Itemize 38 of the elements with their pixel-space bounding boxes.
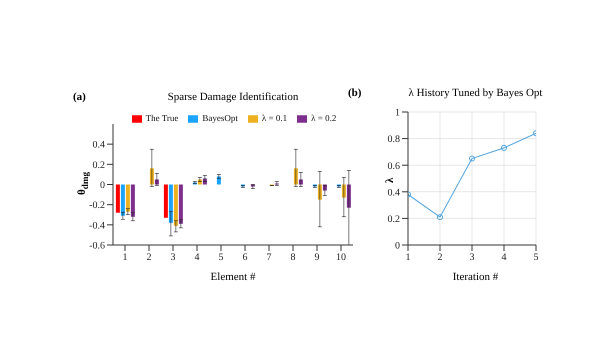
chart-title: Sparse Damage Identification xyxy=(168,91,298,103)
x-tick-label: 4 xyxy=(194,252,200,264)
y-tick-label: 0.8 xyxy=(388,134,400,146)
x-tick-label: 2 xyxy=(146,252,152,264)
legend-label: λ = 0.2 xyxy=(311,113,336,123)
x-axis-title: Iteration # xyxy=(452,271,500,283)
text: (b) xyxy=(348,87,362,99)
x-tick-label: 1 xyxy=(122,252,128,264)
x-tick-label: 3 xyxy=(170,252,176,264)
x-tick-label: 5 xyxy=(218,252,224,264)
x-tick-label: 2 xyxy=(438,252,442,264)
y-tick-label: 0 xyxy=(395,240,400,252)
y-tick-label: 0.4 xyxy=(388,187,400,198)
x-tick-label: 1 xyxy=(406,252,410,264)
y-tick-label: -0.2 xyxy=(89,200,105,212)
y-tick-label: 0.4 xyxy=(92,140,105,151)
y-tick-label: 0 xyxy=(100,180,105,192)
y-axis-title: λ xyxy=(384,178,396,183)
chart-title: λ History Tuned by Bayes Opt xyxy=(408,87,544,99)
legend-label: BayesOpt xyxy=(202,113,238,123)
y-tick-label: 0.2 xyxy=(92,160,105,171)
y-tick-label: 0.6 xyxy=(388,160,400,172)
x-tick-label: 5 xyxy=(534,252,538,264)
y-tick-label: -0.6 xyxy=(89,240,105,252)
x-tick-label: 6 xyxy=(242,252,248,264)
legend-label: The True xyxy=(146,113,178,123)
text: (a) xyxy=(73,91,86,103)
y-tick-label: 1 xyxy=(395,108,400,119)
legend-label: λ = 0.1 xyxy=(262,113,288,123)
x-tick-label: 4 xyxy=(502,252,506,264)
x-tick-label: 7 xyxy=(266,252,272,264)
x-tick-label: 9 xyxy=(314,252,320,264)
x-axis-title: Element # xyxy=(210,271,256,283)
x-tick-label: 3 xyxy=(470,252,474,264)
x-tick-label: 8 xyxy=(290,252,296,264)
y-tick-label: -0.4 xyxy=(89,220,105,232)
x-tick-label: 10 xyxy=(336,252,346,264)
y-tick-label: 0.2 xyxy=(388,214,400,225)
